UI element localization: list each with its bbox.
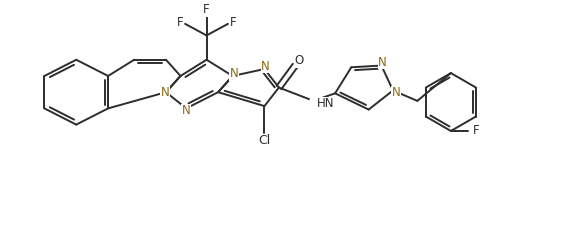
Text: N: N [392, 86, 401, 99]
Text: F: F [177, 16, 183, 29]
Text: O: O [295, 55, 304, 67]
Text: N: N [378, 56, 387, 69]
Text: F: F [230, 16, 236, 29]
Text: Cl: Cl [259, 134, 271, 147]
Text: N: N [261, 60, 270, 73]
Text: N: N [160, 86, 169, 99]
Text: N: N [229, 67, 238, 80]
Text: N: N [182, 104, 191, 117]
Text: F: F [472, 124, 479, 137]
Text: F: F [203, 3, 210, 17]
Text: HN: HN [317, 97, 334, 110]
